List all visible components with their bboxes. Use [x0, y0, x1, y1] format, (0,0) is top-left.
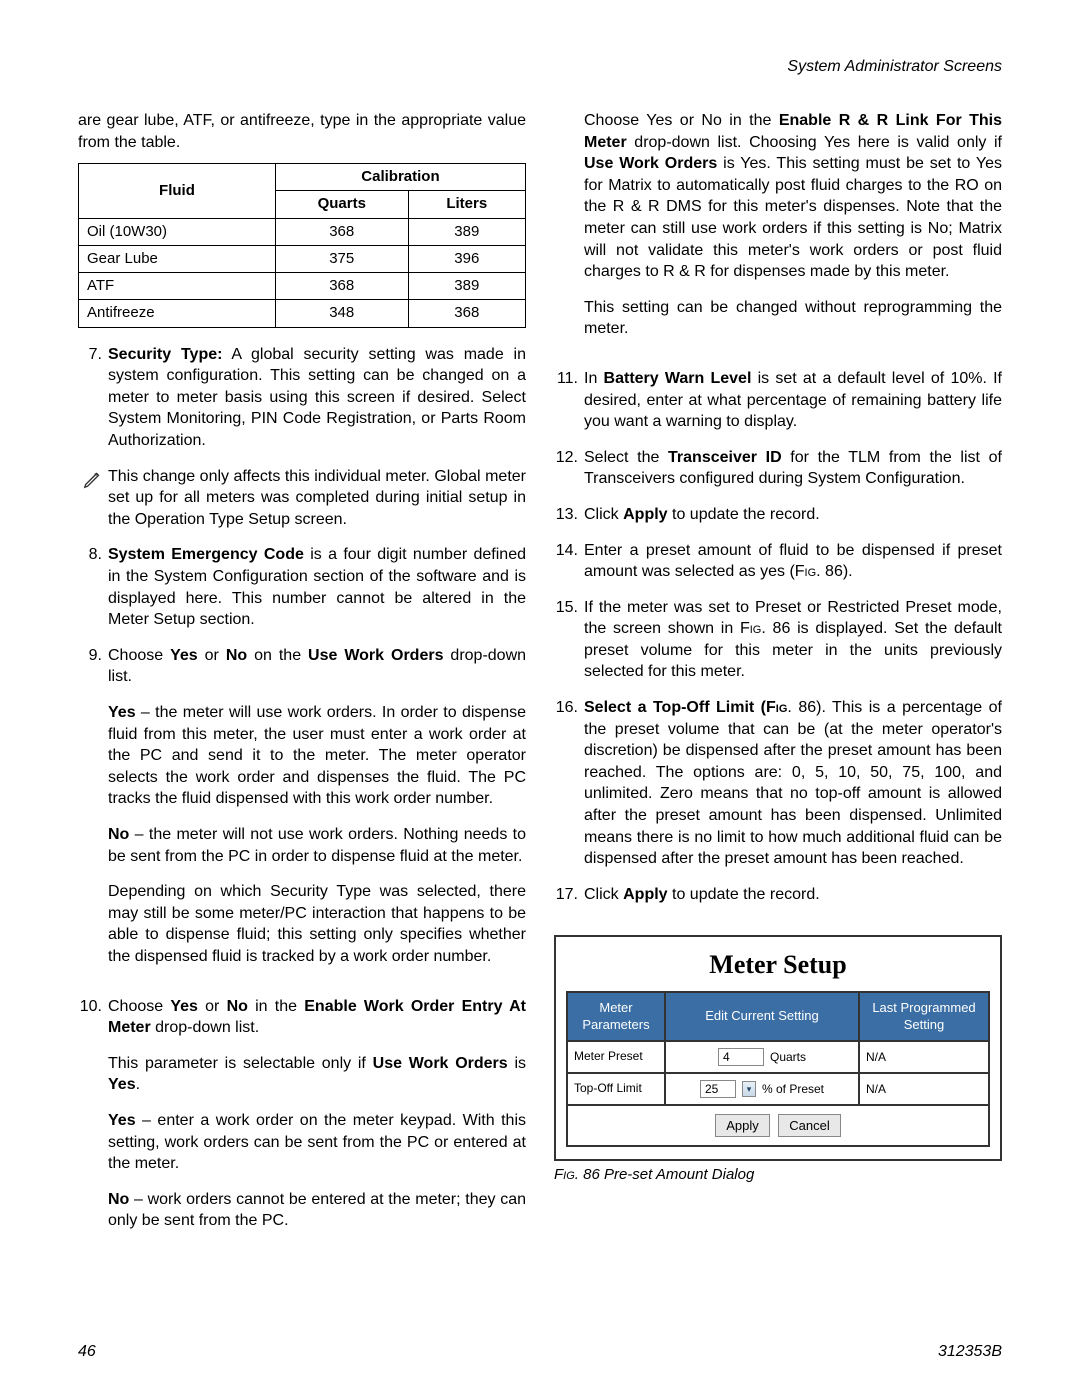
right-column: Choose Yes or No in the Enable R & R Lin… [554, 110, 1002, 1246]
item-8: 8. System Emergency Code is a four digit… [78, 544, 526, 630]
item-11: 11. In Battery Warn Level is set at a de… [554, 368, 1002, 433]
th-fluid: Fluid [79, 164, 276, 219]
table-row: ATF 368 389 [79, 273, 526, 300]
item-10-cont: Choose Yes or No in the Enable R & R Lin… [554, 110, 1002, 354]
item-12: 12. Select the Transceiver ID for the TL… [554, 447, 1002, 490]
table-row: Gear Lube 375 396 [79, 245, 526, 272]
pencil-icon [78, 466, 108, 531]
ms-header: Meter Parameters Edit Current Setting La… [568, 993, 988, 1042]
ms-row-preset: Meter Preset 4 Quarts N/A [568, 1042, 988, 1074]
note-pencil: This change only affects this individual… [78, 466, 526, 531]
figure-caption: Fig. 86 Pre-set Amount Dialog [554, 1165, 1002, 1185]
item-17: 17. Click Apply to update the record. [554, 884, 1002, 906]
th-quarts: Quarts [275, 191, 408, 218]
meter-setup-figure: Meter Setup Meter Parameters Edit Curren… [554, 935, 1002, 1161]
item-10: 10. Choose Yes or No in the Enable Work … [78, 996, 526, 1232]
table-row: Oil (10W30) 368 389 [79, 218, 526, 245]
cancel-button[interactable]: Cancel [778, 1114, 840, 1138]
figure-title: Meter Setup [556, 937, 1000, 990]
topoff-input[interactable]: 25 [700, 1080, 736, 1098]
th-calibration: Calibration [275, 164, 525, 191]
chevron-down-icon[interactable]: ▾ [742, 1081, 756, 1097]
item-15: 15. If the meter was set to Preset or Re… [554, 597, 1002, 683]
left-column: are gear lube, ATF, or antifreeze, type … [78, 110, 526, 1246]
table-row: Antifreeze 348 368 [79, 300, 526, 327]
calibration-table: Fluid Calibration Quarts Liters Oil (10W… [78, 163, 526, 328]
th-liters: Liters [408, 191, 525, 218]
meter-preset-input[interactable]: 4 [718, 1048, 764, 1066]
page-number: 46 [78, 1341, 96, 1363]
item-16: 16. Select a Top-Off Limit (Fig. 86). Th… [554, 697, 1002, 870]
doc-number: 312353B [938, 1341, 1002, 1363]
header-section: System Administrator Screens [787, 56, 1002, 78]
item-14: 14. Enter a preset amount of fluid to be… [554, 540, 1002, 583]
intro-text: are gear lube, ATF, or antifreeze, type … [78, 110, 526, 153]
apply-button[interactable]: Apply [715, 1114, 770, 1138]
ms-row-topoff: Top-Off Limit 25▾ % of Preset N/A [568, 1074, 988, 1106]
item-9: 9. Choose Yes or No on the Use Work Orde… [78, 645, 526, 982]
page-footer: 46 312353B [78, 1341, 1002, 1363]
item-7: 7. Security Type: A global security sett… [78, 344, 526, 452]
item-13: 13. Click Apply to update the record. [554, 504, 1002, 526]
